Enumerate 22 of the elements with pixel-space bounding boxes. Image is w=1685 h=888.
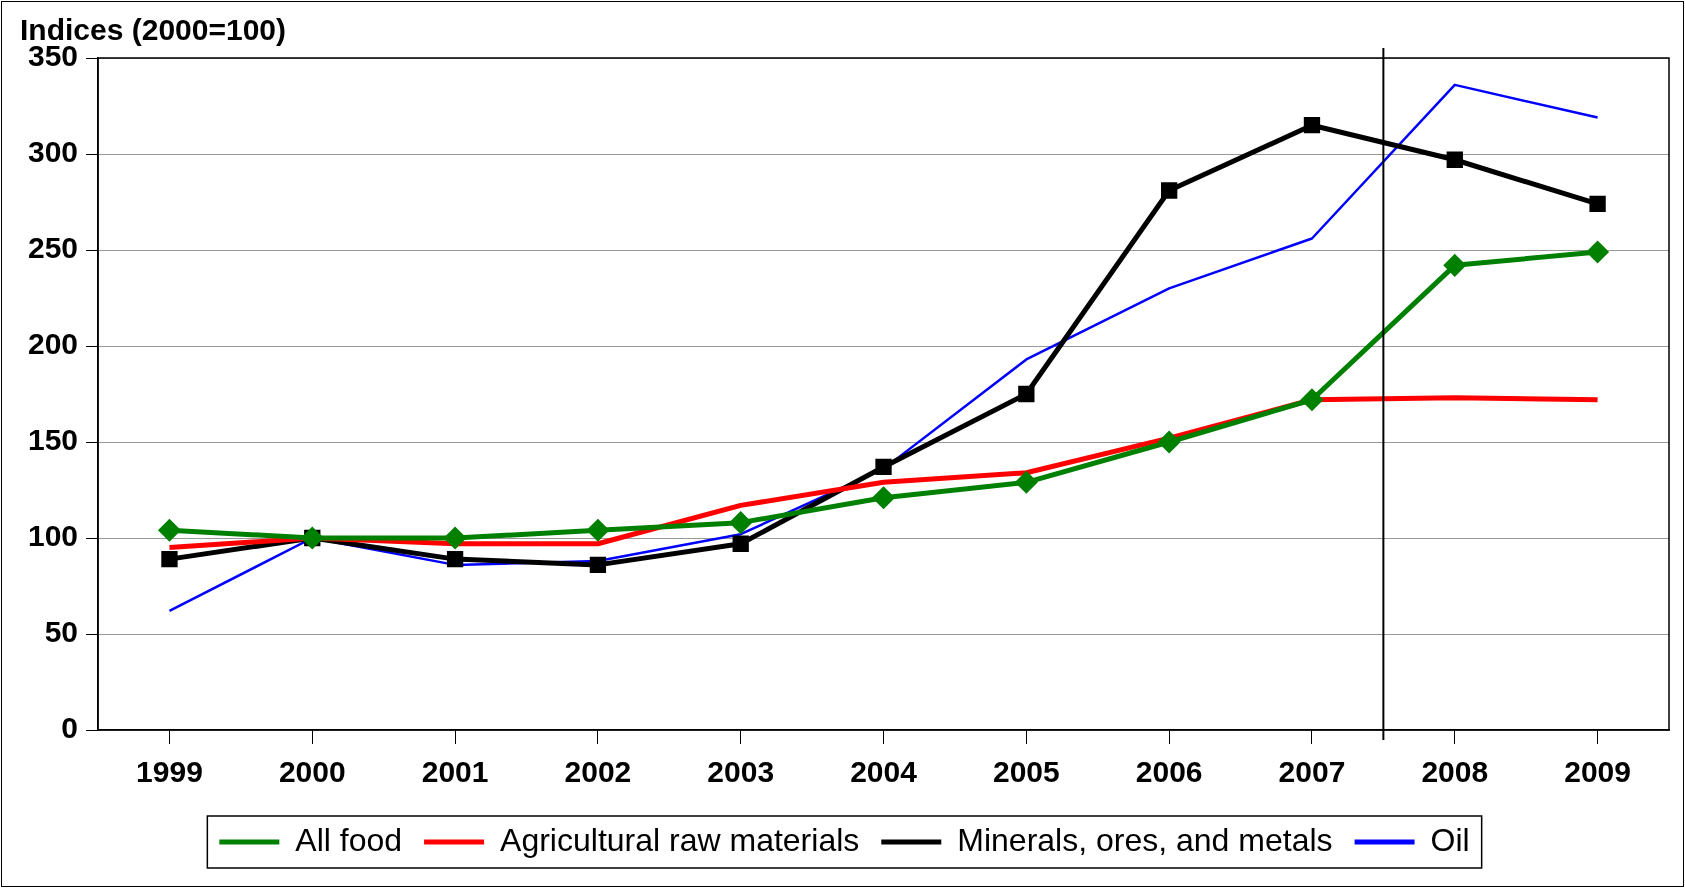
y-tick-label: 100 bbox=[27, 519, 79, 553]
x-tick-label: 1999 bbox=[136, 755, 203, 789]
legend-label: Agricultural raw materials bbox=[500, 821, 860, 858]
x-tick-label: 2000 bbox=[278, 755, 346, 789]
y-tick-label: 50 bbox=[44, 615, 79, 649]
x-tick-label: 2002 bbox=[564, 755, 632, 789]
legend-label: All food bbox=[295, 821, 403, 858]
x-tick-label: 2003 bbox=[707, 755, 775, 789]
x-tick-label: 2008 bbox=[1421, 755, 1489, 789]
legend-label: Oil bbox=[1430, 821, 1470, 858]
x-tick-label: 2005 bbox=[992, 755, 1060, 789]
y-tick-label: 300 bbox=[27, 135, 79, 169]
y-tick-label: 250 bbox=[27, 231, 79, 265]
x-tick-label: 2009 bbox=[1564, 755, 1631, 789]
x-tick-label: 2006 bbox=[1135, 755, 1203, 789]
x-tick-label: 2001 bbox=[421, 755, 489, 789]
y-tick-label: 150 bbox=[27, 423, 79, 457]
y-tick-label: 0 bbox=[61, 711, 79, 745]
y-tick-label: 200 bbox=[27, 327, 79, 361]
x-tick-label: 2004 bbox=[850, 755, 918, 789]
x-tick-label: 2007 bbox=[1278, 755, 1346, 789]
legend-label: Minerals, ores, and metals bbox=[957, 821, 1333, 858]
